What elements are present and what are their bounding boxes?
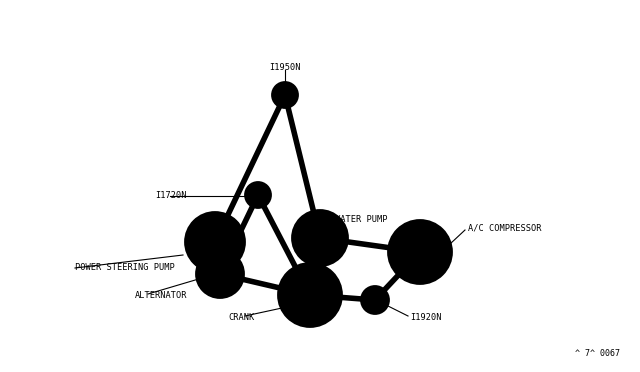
Text: ALTERNATOR: ALTERNATOR [135, 292, 188, 301]
Text: CRANK: CRANK [228, 314, 254, 323]
Circle shape [278, 263, 342, 327]
Text: WATER PUMP: WATER PUMP [335, 215, 387, 224]
Text: POWER STEERING PUMP: POWER STEERING PUMP [75, 263, 175, 273]
Circle shape [292, 210, 348, 266]
Circle shape [272, 82, 298, 108]
Text: ^ 7^ 0067: ^ 7^ 0067 [575, 349, 620, 358]
Text: I1920N: I1920N [410, 314, 442, 323]
Circle shape [185, 212, 245, 272]
Circle shape [245, 182, 271, 208]
Text: I1950N: I1950N [269, 64, 301, 73]
Circle shape [196, 250, 244, 298]
Text: A/C COMPRESSOR: A/C COMPRESSOR [468, 224, 541, 232]
Circle shape [361, 286, 389, 314]
Circle shape [388, 220, 452, 284]
Text: I1720N: I1720N [155, 192, 186, 201]
